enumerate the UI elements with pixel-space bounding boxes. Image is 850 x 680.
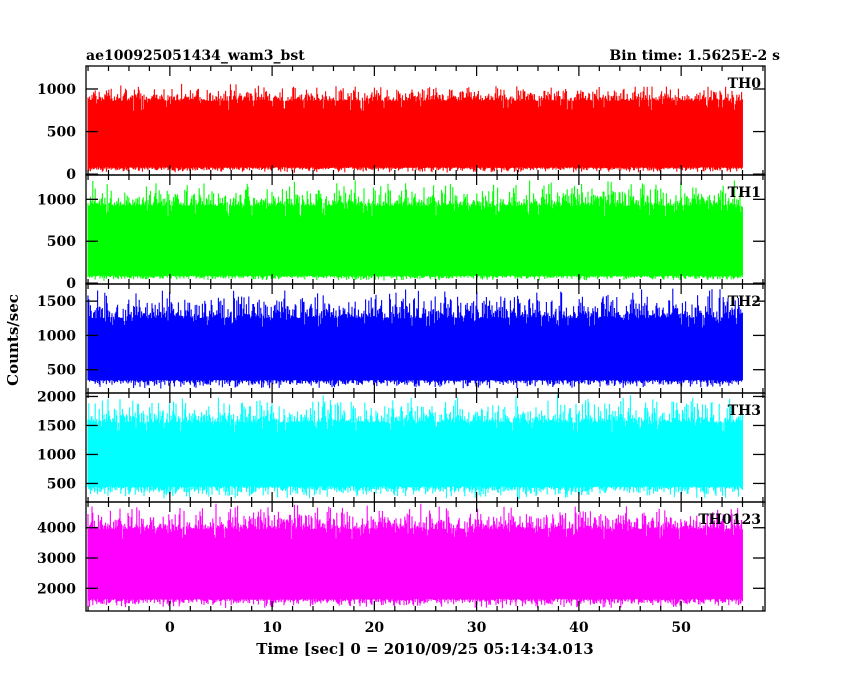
- series-th0: [87, 83, 743, 173]
- panel-th0123: 2000 3000 4000 TH0123: [37, 501, 766, 612]
- panel-label: TH3: [728, 403, 761, 419]
- x-tick-label: 30: [467, 620, 487, 636]
- y-tick-label: 4000: [37, 521, 76, 537]
- y-tick-label: 1000: [37, 82, 76, 98]
- y-tick-label: 500: [47, 234, 76, 250]
- y-tick-label: 500: [47, 476, 76, 492]
- y-tick-label: 1500: [37, 294, 76, 310]
- y-tick-label: 2000: [37, 581, 76, 597]
- series-th2: [87, 288, 743, 389]
- x-tick-label: 40: [569, 620, 589, 636]
- y-axis-label: Counts/sec: [4, 294, 22, 386]
- y-tick-label: 1000: [37, 447, 76, 463]
- y-tick-label: 1000: [37, 328, 76, 344]
- y-tick-label: 500: [47, 363, 76, 379]
- x-tick-label: 10: [262, 620, 282, 636]
- plot-title: ae100925051434_wam3_bst: [86, 48, 305, 64]
- series-th3: [87, 394, 743, 499]
- panel-th3: 500 1000 1500 2000 TH3: [37, 389, 766, 503]
- panel-label: TH0: [728, 76, 762, 92]
- x-axis-label: Time [sec] 0 = 2010/09/25 05:14:34.013: [256, 640, 593, 658]
- x-tick-label: 50: [671, 620, 691, 636]
- panel-label: TH0123: [698, 512, 761, 528]
- y-tick-label: 1000: [37, 192, 76, 208]
- y-tick-label: 1500: [37, 418, 76, 434]
- panel-label: TH1: [728, 185, 761, 201]
- y-tick-label: 3000: [37, 551, 76, 567]
- series-th1: [87, 180, 743, 281]
- panel-frame: [85, 501, 766, 612]
- x-tick-label: 20: [365, 620, 385, 636]
- bin-time-label: Bin time: 1.5625E-2 s: [609, 48, 780, 64]
- x-tick-label: 0: [165, 620, 175, 636]
- panel-th1: 0 500 1000 TH1: [37, 174, 766, 292]
- panel-th2: 500 1000 1500 TH2: [37, 283, 766, 394]
- panel-label: TH2: [728, 294, 761, 310]
- series-th0123: [87, 503, 743, 609]
- y-tick-label: 0: [66, 276, 76, 292]
- y-tick-label: 500: [47, 125, 76, 141]
- panel-th0: 0 500 1000 TH0: [37, 65, 766, 183]
- y-tick-label: 0: [66, 167, 76, 183]
- y-tick-label: 2000: [37, 389, 76, 405]
